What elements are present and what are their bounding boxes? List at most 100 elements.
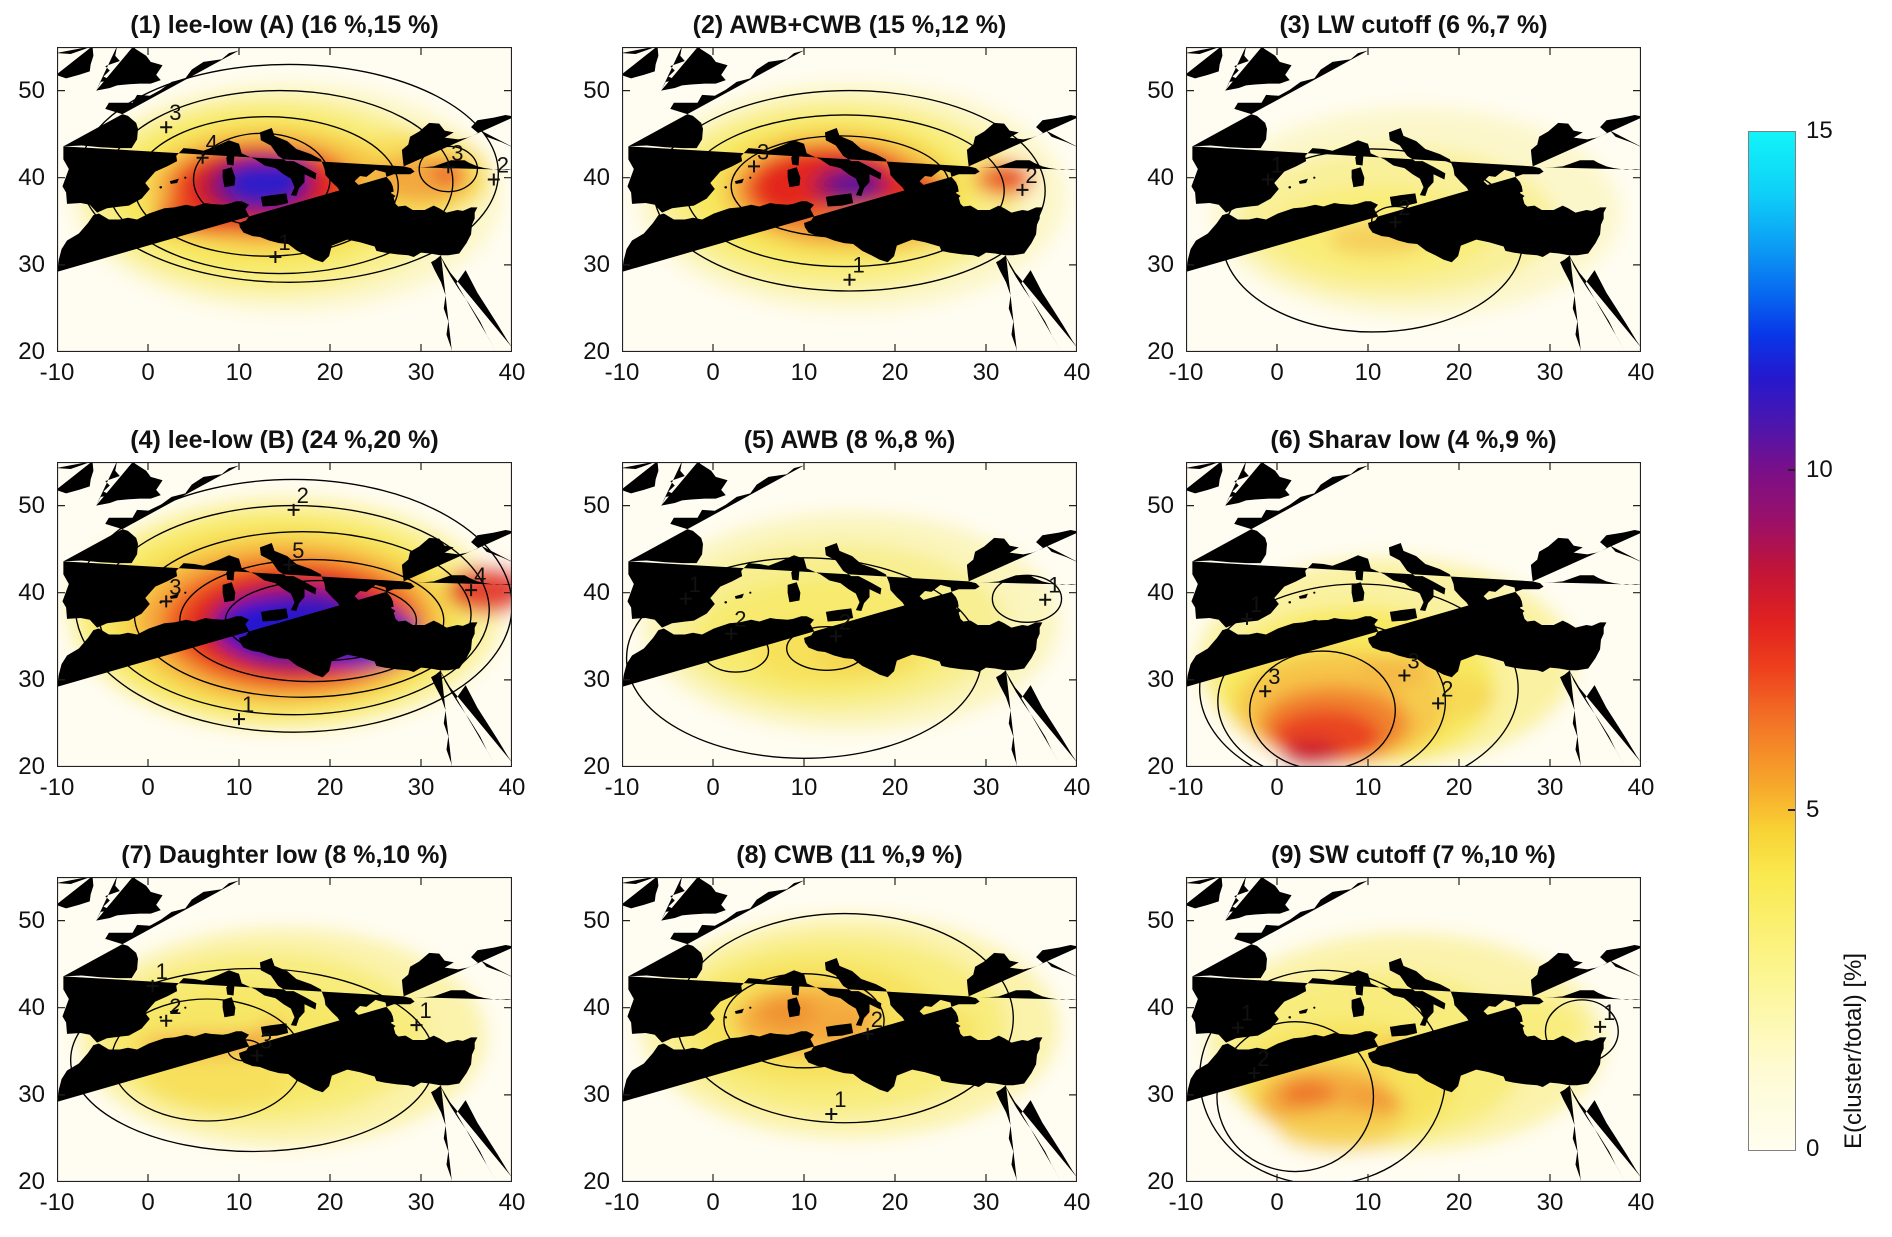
y-tick-label: 40	[583, 163, 610, 191]
x-tick-label: 30	[407, 1189, 435, 1216]
map-plot-6: 1 3 3 2	[1186, 462, 1641, 767]
y-tick-label: 30	[18, 665, 45, 693]
marker-label: 5	[292, 538, 304, 563]
genesis-marker: 3	[251, 1029, 272, 1062]
density-contours	[75, 479, 512, 732]
panel-3-title: (3) LW cutoff (6 %,7 %)	[1279, 11, 1548, 39]
marker-label: 1	[1603, 1000, 1615, 1025]
density-contours	[1200, 584, 1519, 767]
y-tick-label: 20	[1147, 338, 1174, 365]
plot-frame	[57, 877, 512, 1182]
marker-label: 3	[169, 574, 181, 599]
y-tick-label: 50	[583, 76, 610, 104]
x-tick-label: -10	[1168, 774, 1204, 801]
y-tick-label: 20	[18, 753, 45, 780]
panel-9-title: (9) SW cutoff (7 %,10 %)	[1271, 841, 1556, 869]
y-tick-label: 50	[583, 906, 610, 934]
x-tick-label: 20	[881, 359, 909, 386]
genesis-marker: 5	[283, 538, 304, 571]
x-tick-label: 40	[498, 1189, 526, 1216]
y-tick-label: 40	[1147, 163, 1174, 191]
x-tick-label: -10	[39, 1189, 75, 1216]
plot-frame	[1186, 877, 1641, 1182]
y-tick-label: 30	[583, 665, 610, 693]
colorbar-tick-label: 10	[1806, 456, 1833, 483]
x-tick-label: 10	[1354, 774, 1382, 801]
x-tick-label: 0	[141, 774, 155, 801]
y-tick-label: 40	[18, 993, 45, 1021]
y-tick-label: 20	[18, 1168, 45, 1195]
panel-8-title: (8) CWB (11 %,9 %)	[736, 841, 963, 869]
genesis-marker: 2	[1389, 195, 1411, 229]
plot-frame	[57, 462, 512, 767]
x-tick-label: 10	[790, 359, 818, 386]
genesis-marker: 1	[679, 572, 701, 605]
density-contours	[1222, 149, 1522, 332]
marker-label: 1	[278, 230, 290, 255]
panel-2-title: (2) AWB+CWB (15 %,12 %)	[692, 11, 1007, 39]
genesis-marker: 3	[1398, 649, 1420, 682]
marker-label: 1	[156, 959, 168, 984]
y-tick-label: 30	[18, 250, 45, 278]
genesis-marker: 1	[1241, 592, 1262, 625]
x-tick-label: 40	[498, 359, 526, 386]
genesis-marker: 2	[1248, 1046, 1270, 1080]
genesis-marker: 4	[196, 131, 218, 164]
y-tick-label: 20	[18, 338, 45, 365]
map-plot-1: 3 4 3 2 1	[57, 47, 512, 352]
y-tick-label: 30	[1147, 250, 1174, 278]
plot-frame	[57, 47, 512, 352]
genesis-marker: 2	[487, 153, 509, 186]
genesis-marker: 1	[410, 998, 432, 1032]
x-tick-label: 20	[881, 774, 909, 801]
genesis-marker: 2	[861, 1007, 883, 1040]
genesis-marker: 1	[1039, 573, 1060, 606]
x-tick-label: 0	[141, 359, 155, 386]
x-tick-label: -10	[39, 774, 75, 801]
panel-5: (5) AWB (8 %,8 %) 50 40 30 20 -10 0 10 2…	[583, 426, 1090, 801]
y-tick-label: 50	[18, 906, 45, 934]
y-tick-label: 50	[1147, 906, 1174, 934]
x-tick-label: -10	[39, 359, 75, 386]
x-tick-label: 20	[1445, 1189, 1473, 1216]
x-tick-label: 10	[790, 774, 818, 801]
marker-label: 1	[1271, 153, 1283, 178]
x-tick-label: 0	[1270, 1189, 1284, 1216]
panel-8: (8) CWB (11 %,9 %) 50 40 30 20 -10 0 10 …	[583, 841, 1090, 1216]
genesis-marker: 1	[1261, 153, 1283, 186]
panel-7-title: (7) Daughter low (8 %,10 %)	[121, 841, 448, 869]
x-tick-label: -10	[604, 774, 640, 801]
x-tick-label: 30	[972, 359, 1000, 386]
panel-5-title: (5) AWB (8 %,8 %)	[743, 426, 956, 454]
x-tick-label: 10	[790, 1189, 818, 1216]
panel-1: (1) lee-low (A) (16 %,15 %) 50 40 30 20 …	[18, 11, 525, 386]
y-tick-label: 30	[583, 250, 610, 278]
x-tick-label: 0	[1270, 774, 1284, 801]
x-tick-label: 10	[1354, 1189, 1382, 1216]
y-tick-label: 40	[1147, 993, 1174, 1021]
plot-frame	[622, 462, 1077, 767]
y-tick-label: 50	[18, 491, 45, 519]
x-tick-label: 40	[1063, 1189, 1091, 1216]
y-tick-label: 50	[1147, 491, 1174, 519]
panel-3: (3) LW cutoff (6 %,7 %) 50 40 30 20 -10 …	[1147, 11, 1654, 386]
x-tick-label: 0	[706, 774, 720, 801]
marker-label: 3	[1268, 664, 1280, 689]
y-tick-label: 50	[1147, 76, 1174, 104]
genesis-marker: 2	[725, 607, 746, 640]
genesis-marker: 3	[748, 139, 769, 173]
marker-label: 3	[260, 1029, 272, 1054]
genesis-marker: 2	[160, 994, 181, 1027]
density-contours	[80, 64, 499, 282]
y-tick-label: 30	[1147, 1080, 1174, 1108]
density-contours	[654, 91, 1045, 291]
panel-6: (6) Sharav low (4 %,9 %) 50 40 30 20 -10…	[1147, 426, 1654, 801]
x-tick-label: 30	[972, 1189, 1000, 1216]
marker-label: 4	[474, 563, 486, 588]
map-plot-9: 1 2 1	[1186, 877, 1641, 1182]
marker-label: 1	[853, 253, 865, 278]
genesis-marker: 1	[233, 692, 254, 726]
marker-label: 2	[734, 607, 746, 632]
marker-label: 1	[689, 572, 701, 597]
x-tick-label: 20	[881, 1189, 909, 1216]
